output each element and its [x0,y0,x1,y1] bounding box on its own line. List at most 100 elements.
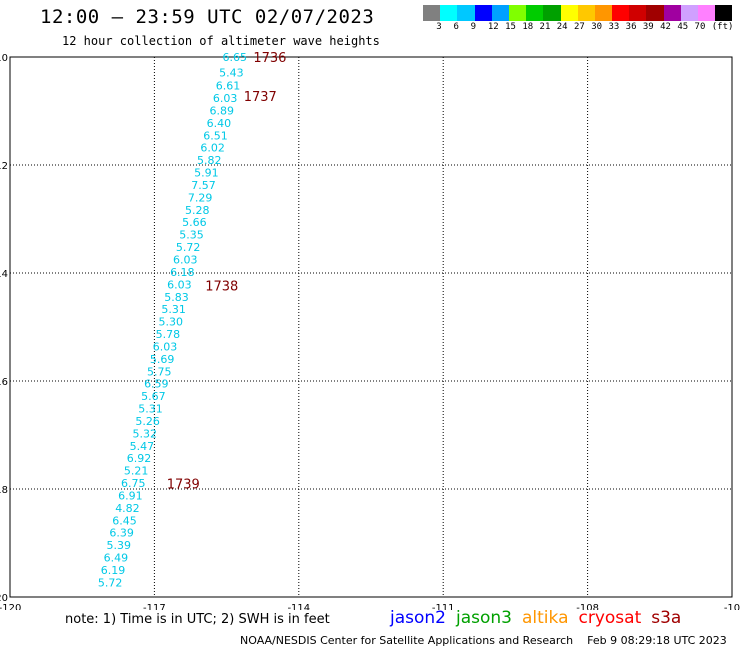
legend-label: 18 [522,22,534,32]
swh-value: 5.26 [135,415,160,428]
legend-label: 39 [642,22,654,32]
swh-value: 5.67 [141,390,166,403]
swh-value: 5.30 [159,316,184,329]
satellite-cryosat: cryosat [578,608,642,628]
swh-value: 5.31 [138,403,163,416]
x-tick-label: -108 [576,603,599,610]
legend-label: (ft) [711,22,734,32]
swh-value: 6.18 [170,266,195,279]
swh-value: 6.49 [104,552,129,565]
legend-label: 12 [487,22,499,32]
satellite-s3a: s3a [651,608,682,628]
legend-swatch [698,5,716,21]
swh-value: 6.03 [173,254,198,267]
credit-line: NOAA/NESDIS Center for Satellite Applica… [240,634,727,647]
swh-value: 6.45 [112,514,137,527]
legend-label: 30 [591,22,603,32]
credit-text: NOAA/NESDIS Center for Satellite Applica… [240,634,574,647]
legend-swatch [594,5,613,21]
swh-value: 6.75 [121,477,146,490]
satellite-altika: altika [522,608,569,628]
swh-value: 5.91 [194,167,219,180]
legend-swatch [646,5,664,21]
legend-label: 24 [556,22,568,32]
legend-swatch [440,5,458,21]
legend-label: 15 [505,22,516,32]
swh-value: 6.59 [144,378,169,391]
satellite-jason2: jason2 [390,608,446,628]
legend-label: 36 [625,22,637,32]
swh-value: 5.75 [147,365,172,378]
swh-value: 5.72 [98,576,123,589]
time-label: 1738 [205,279,238,294]
swh-value: 5.47 [130,440,155,453]
swh-value: 6.89 [210,104,235,117]
swh-value: 4.82 [115,502,140,515]
swh-value: 5.83 [164,291,189,304]
legend-swatch [715,5,733,21]
x-tick-label: -120 [0,603,21,610]
footer-note: note: 1) Time is in UTC; 2) SWH is in fe… [65,612,330,627]
legend-label: 3 [436,22,442,32]
swh-value: 5.31 [161,303,186,316]
swh-value: 6.03 [213,92,238,105]
legend-label: 33 [608,22,620,32]
legend-swatch [612,5,630,21]
y-tick-label: -20 [0,593,8,604]
swh-value: 5.72 [176,241,201,254]
color-scale-legend [423,5,733,21]
x-tick-label: -117 [143,603,166,610]
swh-value: 5.39 [107,539,132,552]
swh-value: 5.32 [133,427,158,440]
time-label: 1739 [167,478,200,493]
swh-value: 5.66 [182,216,207,229]
swh-value: 5.78 [156,328,181,341]
legend-swatch [457,5,475,21]
swh-value: 6.51 [203,129,228,142]
legend-swatch [629,5,647,21]
legend-swatch [526,5,544,21]
swh-value: 6.03 [167,278,192,291]
legend-label: 42 [660,22,671,32]
legend-swatch [474,5,492,21]
generated-timestamp: Feb 9 08:29:18 UTC 2023 [587,634,727,647]
swh-value: 5.82 [197,154,222,167]
wave-height-map: -120 -117 -114 -111 -108 -10 -10 -12 -14 -16 -18 -2… [0,51,740,610]
satellite-jason3: jason3 [456,608,512,628]
chart-title: 12:00 – 23:59 UTC 02/07/2023 [40,6,375,28]
chart-subtitle: 12 hour collection of altimeter wave hei… [62,34,380,48]
legend-swatch [491,5,509,21]
legend-label: 45 [677,22,689,32]
swh-value: 5.35 [179,229,204,242]
time-label: 1736 [253,51,286,66]
y-tick-label: -18 [0,485,8,496]
swh-value: 6.03 [153,340,178,353]
legend-label: 27 [574,22,585,32]
legend-swatch [577,5,595,21]
legend-swatch [663,5,681,21]
x-tick-label: -111 [432,603,455,610]
legend-label: 9 [470,22,477,32]
swh-value: 6.40 [207,117,232,130]
x-tick-label: -114 [287,603,310,610]
swh-value: 6.19 [101,564,126,577]
swh-value: 6.65 [223,51,248,64]
swh-value: 6.91 [118,489,143,502]
satellite-key: jason2 jason3 altika cryosat s3a [390,608,691,628]
y-tick-label: -14 [0,269,8,280]
swh-value: 5.69 [150,353,175,366]
legend-label: 6 [453,22,459,32]
legend-swatch [543,5,561,21]
legend-swatch [680,5,698,21]
swh-value: 5.28 [185,204,210,217]
y-tick-label: -10 [0,53,8,64]
swh-value: 6.39 [109,527,134,540]
legend-swatch [423,5,441,21]
swh-value: 6.61 [216,80,241,93]
x-tick-label: -10 [724,603,740,610]
legend-label: 21 [539,22,551,32]
color-scale-labels: 3 6 9 12 15 18 21 24 27 30 33 36 39 42 45 70 (ft) [423,22,733,34]
time-label: 1737 [244,90,277,105]
y-tick-label: -12 [0,161,8,172]
y-tick-label: -16 [0,377,8,388]
